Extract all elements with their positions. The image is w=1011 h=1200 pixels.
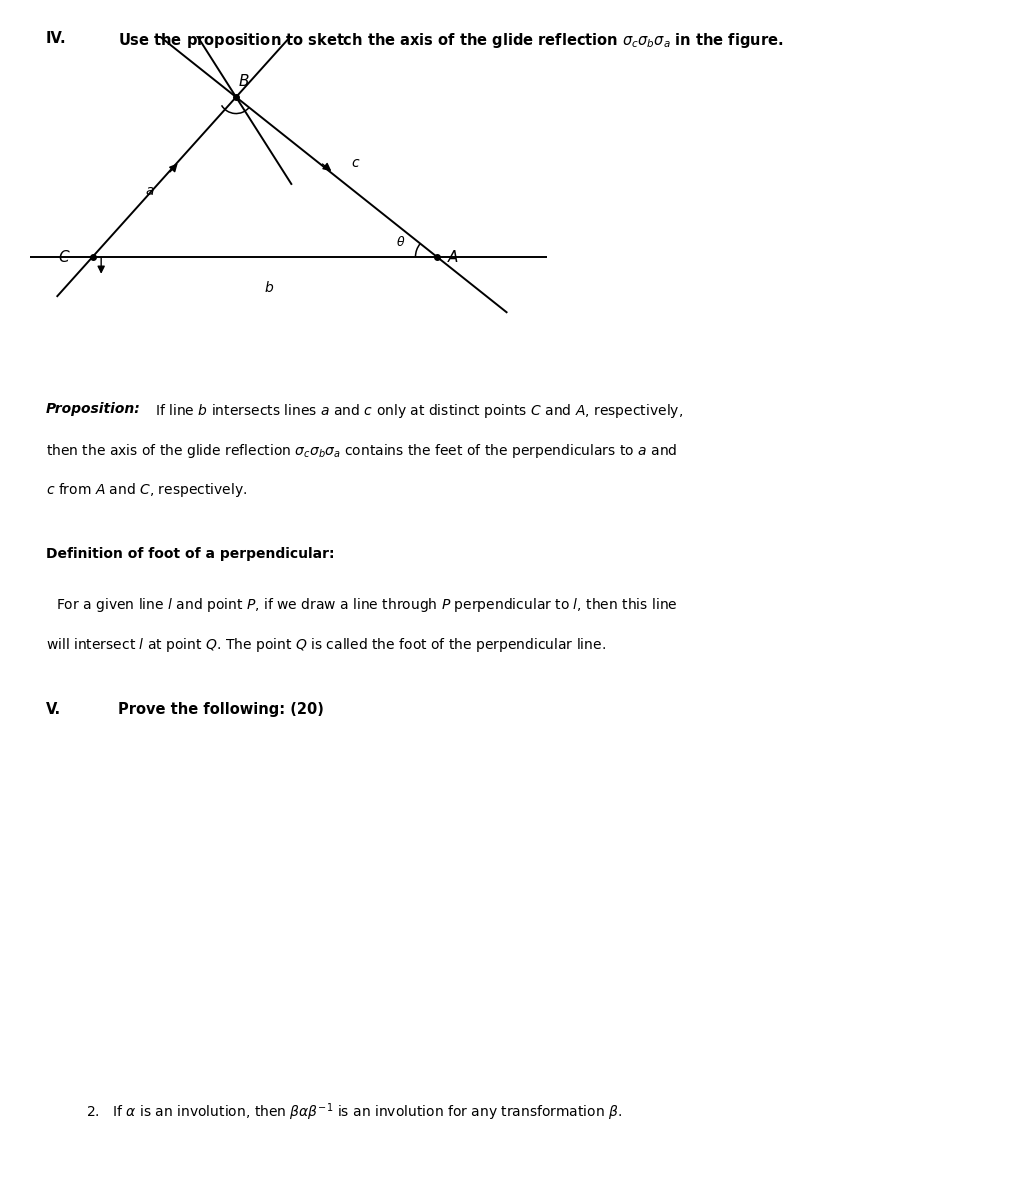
Text: Prove the following: (20): Prove the following: (20) — [118, 702, 324, 718]
Text: $B$: $B$ — [239, 73, 250, 89]
Text: $C$: $C$ — [59, 248, 71, 265]
Text: IV.: IV. — [45, 31, 66, 46]
Text: V.: V. — [45, 702, 61, 718]
Text: $c$: $c$ — [351, 156, 360, 170]
Text: $b$: $b$ — [264, 280, 274, 295]
Text: 2.   If $\alpha$ is an involution, then $\beta\alpha\beta^{-1}$ is an involution: 2. If $\alpha$ is an involution, then $\… — [86, 1102, 622, 1123]
Text: Definition of foot of a perpendicular:: Definition of foot of a perpendicular: — [45, 547, 334, 562]
Text: then the axis of the glide reflection $\sigma_c\sigma_b\sigma_a$ contains the fe: then the axis of the glide reflection $\… — [45, 442, 676, 460]
Text: Use the proposition to sketch the axis of the glide reflection $\sigma_c\sigma_b: Use the proposition to sketch the axis o… — [118, 31, 783, 50]
Text: If line $b$ intersects lines $a$ and $c$ only at distinct points $C$ and $A$, re: If line $b$ intersects lines $a$ and $c$… — [155, 402, 682, 420]
Text: $c$ from $A$ and $C$, respectively.: $c$ from $A$ and $C$, respectively. — [45, 481, 247, 499]
Text: will intersect $l$ at point $Q$. The point $Q$ is called the foot of the perpend: will intersect $l$ at point $Q$. The poi… — [45, 636, 605, 654]
Text: $a$: $a$ — [145, 184, 155, 198]
Text: $A$: $A$ — [446, 248, 458, 265]
Text: Proposition:: Proposition: — [45, 402, 141, 416]
Text: $\theta$: $\theta$ — [396, 235, 405, 248]
Text: For a given line $l$ and point $P$, if we draw a line through $P$ perpendicular : For a given line $l$ and point $P$, if w… — [56, 596, 676, 614]
